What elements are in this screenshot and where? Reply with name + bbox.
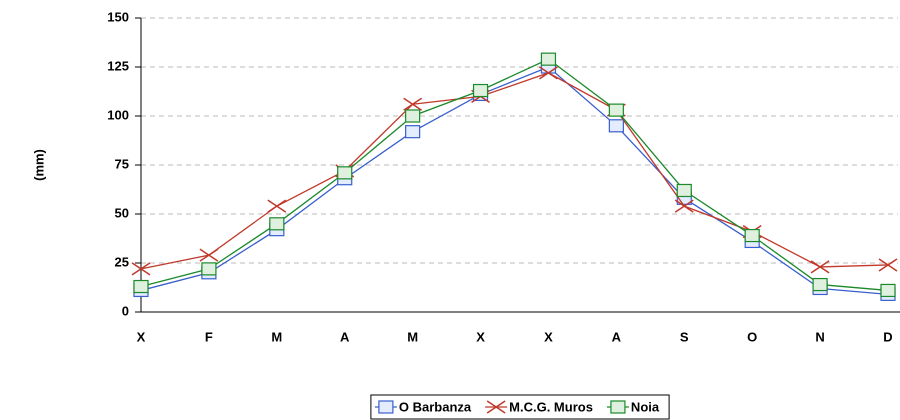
marker [812, 277, 828, 292]
marker [810, 260, 830, 274]
legend-item: O Barbanza [374, 399, 472, 414]
marker [486, 400, 506, 414]
x-tick-label: X [476, 329, 485, 344]
marker [201, 262, 217, 276]
legend-label: Noia [631, 399, 660, 414]
marker [337, 166, 353, 180]
legend-item: Noia [606, 399, 660, 414]
legend-label: M.C.G. Muros [509, 399, 593, 414]
marker [403, 97, 423, 111]
marker [674, 199, 694, 213]
marker [267, 199, 287, 213]
marker [269, 217, 285, 231]
marker [676, 183, 692, 198]
marker [744, 228, 760, 243]
marker [540, 52, 557, 66]
legend: O Barbanza M.C.G. Muros Noia [370, 394, 670, 420]
y-tick-label: 50 [115, 205, 129, 220]
x-tick-label: N [815, 329, 824, 344]
marker [610, 400, 626, 414]
marker [880, 283, 896, 298]
marker [405, 109, 421, 123]
y-tick-label: 100 [107, 107, 129, 122]
marker [133, 279, 149, 294]
legend-item: M.C.G. Muros [485, 399, 593, 414]
y-tick-label: 125 [107, 58, 129, 73]
legend-label: O Barbanza [399, 399, 472, 414]
x-tick-label: A [612, 329, 622, 344]
series-line [140, 72, 889, 270]
x-tick-label: O [747, 329, 757, 344]
marker [199, 248, 219, 262]
marker [405, 125, 421, 139]
x-tick-label: F [205, 329, 213, 344]
marker [608, 119, 624, 133]
y-tick-label: 150 [107, 9, 129, 24]
x-tick-label: M [407, 329, 418, 344]
marker [131, 262, 151, 276]
marker [878, 258, 898, 272]
x-tick-label: X [544, 329, 553, 344]
series-line [140, 58, 889, 292]
marker [608, 103, 624, 117]
marker [472, 83, 489, 98]
x-tick-label: D [883, 329, 892, 344]
y-tick-label: 0 [122, 303, 129, 318]
x-tick-label: S [680, 329, 689, 344]
y-tick-label: 25 [115, 254, 129, 269]
marker [378, 400, 394, 414]
x-tick-label: X [137, 329, 146, 344]
x-tick-label: A [340, 329, 350, 344]
marker [539, 66, 558, 80]
y-tick-label: 75 [115, 156, 129, 171]
x-tick-label: M [271, 329, 282, 344]
y-axis-label: (mm) [31, 149, 46, 181]
series-line [140, 66, 889, 296]
